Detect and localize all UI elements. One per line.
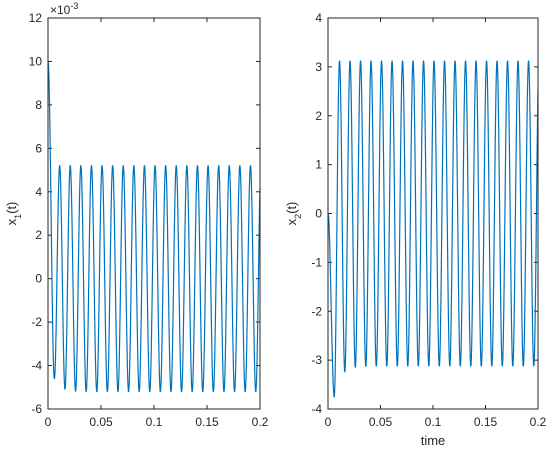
y-tick-label: 4 xyxy=(35,185,42,199)
x-axis-ticks: 0 0.05 0.1 0.15 0.2 xyxy=(45,18,269,429)
y-tick-label: 0 xyxy=(35,272,42,286)
y-tick-label: 8 xyxy=(35,98,42,112)
y-tick-label: 1 xyxy=(315,158,322,172)
x-axis-title: time xyxy=(421,433,446,448)
y-tick-label: -4 xyxy=(311,402,322,416)
x-tick-label: 0.15 xyxy=(474,415,498,429)
x-tick-label: 0 xyxy=(45,415,52,429)
y-tick-label: -2 xyxy=(31,315,42,329)
y-tick-label: 10 xyxy=(29,54,43,68)
x-tick-label: 0.1 xyxy=(425,415,442,429)
y-tick-label: -3 xyxy=(311,353,322,367)
y-axis-title: x1(t) xyxy=(4,202,23,226)
y-tick-label: 4 xyxy=(315,11,322,25)
y-tick-label: -1 xyxy=(311,255,322,269)
x-tick-label: 0.05 xyxy=(369,415,393,429)
y-tick-label: 2 xyxy=(35,228,42,242)
y-tick-label: 6 xyxy=(35,141,42,155)
x-tick-label: 0 xyxy=(325,415,332,429)
y-tick-label: 3 xyxy=(315,60,322,74)
y-axis-title: x2(t) xyxy=(284,202,303,226)
y-exponent-label: ×10-3 xyxy=(50,1,78,17)
x-tick-label: 0.2 xyxy=(252,415,269,429)
plot-frame xyxy=(327,17,539,410)
y-axis-ticks: -4 -3 -2 -1 0 1 2 3 4 xyxy=(311,11,538,416)
series-line xyxy=(47,60,261,393)
chart-x1: 0 0.05 0.1 0.15 0.2 -6 -4 -2 0 2 4 6 8 10 12 ×10-3 x1… xyxy=(4,1,269,429)
x-tick-label: 0.05 xyxy=(89,415,113,429)
series-layer xyxy=(47,60,261,393)
y-tick-label: 2 xyxy=(315,109,322,123)
series-layer xyxy=(327,60,539,398)
x-tick-label: 0.15 xyxy=(195,415,219,429)
plot-frame xyxy=(47,17,261,410)
x-axis-ticks: 0 0.05 0.1 0.15 0.2 xyxy=(325,18,547,429)
x-tick-label: 0.2 xyxy=(530,415,547,429)
series-line xyxy=(327,60,539,398)
y-tick-label: -6 xyxy=(31,402,42,416)
y-tick-label: -4 xyxy=(31,359,42,373)
chart-x2: 0 0.05 0.1 0.15 0.2 -4 -3 -2 -1 0 1 2 3 4 x2(t) time xyxy=(284,11,547,448)
y-tick-label: -2 xyxy=(311,304,322,318)
y-tick-label: 12 xyxy=(29,11,43,25)
x-tick-label: 0.1 xyxy=(146,415,163,429)
y-tick-label: 0 xyxy=(315,207,322,221)
y-axis-ticks: -6 -4 -2 0 2 4 6 8 10 12 xyxy=(29,11,260,416)
